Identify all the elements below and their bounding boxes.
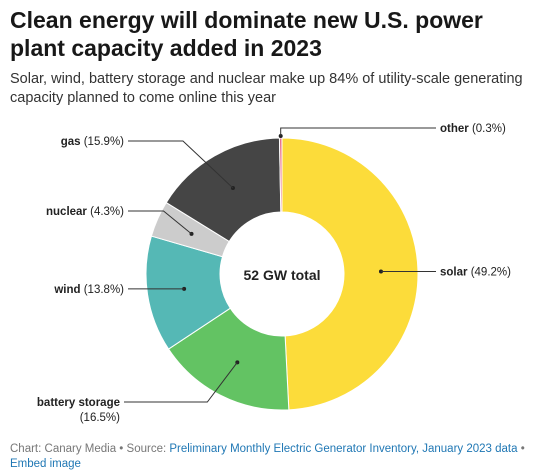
chart-title: Clean energy will dominate new U.S. powe… (10, 7, 483, 61)
embed-image-link[interactable]: Embed image (10, 458, 81, 470)
leader-line-battery-storage (124, 362, 238, 403)
chart-subtitle: Solar, wind, battery storage and nuclear… (10, 71, 523, 106)
source-label: Source: (126, 443, 170, 455)
label-other: other (0.3%) (440, 123, 506, 135)
label-gas: gas (15.9%) (61, 136, 124, 148)
slice-solar (281, 137, 419, 411)
leader-line-other (280, 127, 436, 137)
center-label: 52 GW total (243, 267, 320, 283)
leader-line-nuclear (128, 210, 192, 235)
label-solar: solar (49.2%) (440, 267, 511, 279)
label-battery-storage: battery storage (16.5%) (37, 397, 120, 424)
footer-separator-2: • (517, 443, 525, 455)
chart-credit: Chart: Canary Media (10, 443, 117, 455)
leader-dot-solar (378, 269, 383, 274)
label-nuclear: nuclear (4.3%) (46, 206, 124, 218)
slice-battery-storage (167, 307, 290, 411)
footer-separator: • (116, 443, 127, 455)
slice-other (278, 137, 283, 213)
leader-line-gas (128, 140, 234, 189)
donut-chart: solar (49.2%) battery storage (16.5%) wind … (37, 123, 511, 424)
source-link[interactable]: Preliminary Monthly Electric Generator I… (169, 443, 518, 455)
label-wind: wind (13.8%) (53, 284, 124, 296)
footer: Chart: Canary Media • Source: Preliminar… (10, 442, 525, 472)
leader-dot-other (278, 134, 283, 139)
